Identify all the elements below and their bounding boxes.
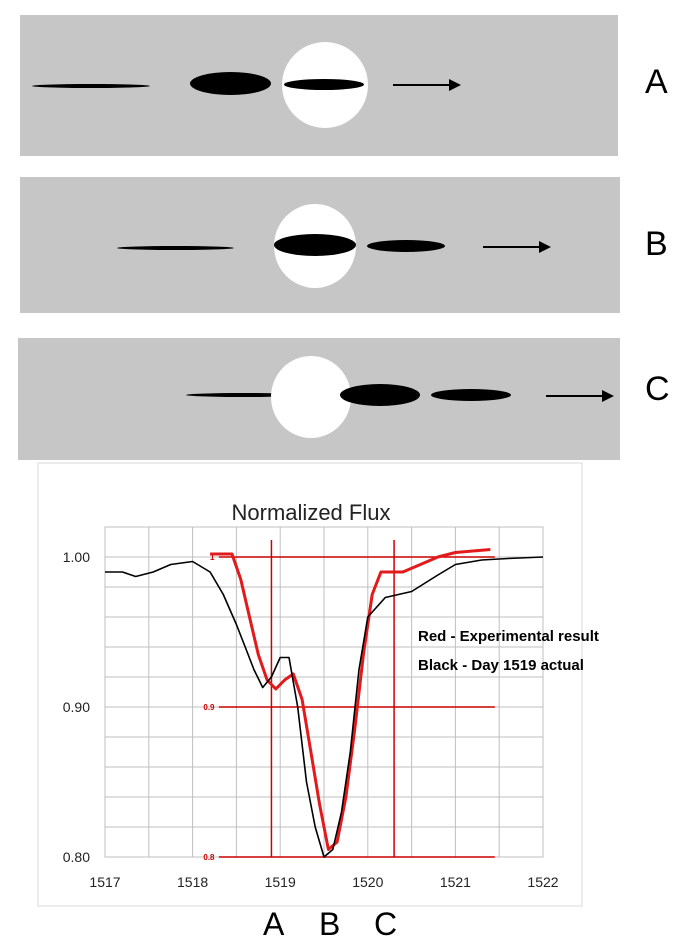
occulting-ellipse xyxy=(284,79,364,90)
white-disc xyxy=(271,356,351,438)
inner-tick-label: 0.8 xyxy=(203,853,215,862)
panel-c xyxy=(18,338,620,460)
legend-actual: Black - Day 1519 actual xyxy=(418,657,584,674)
inner-tick-label: 1 xyxy=(210,553,215,562)
y-tick-label: 1.00 xyxy=(63,549,90,565)
small-ellipse xyxy=(431,389,511,401)
series-lines xyxy=(105,548,544,858)
series-line-actual xyxy=(105,556,544,858)
y-tick-label: 0.90 xyxy=(63,699,90,715)
x-tick-label: 1517 xyxy=(89,874,120,890)
thin-ellipse xyxy=(117,246,234,250)
panel-a xyxy=(20,15,618,156)
arrow-right-icon xyxy=(546,390,614,402)
thin-ellipse xyxy=(32,84,150,88)
bottom-label-c: C xyxy=(374,906,398,942)
panel-label-c: C xyxy=(645,370,670,408)
arrow-right-icon xyxy=(393,79,461,91)
marker-lines xyxy=(218,540,495,858)
inner-tick-label: 0.9 xyxy=(203,703,215,712)
thin-ellipse xyxy=(186,393,301,397)
panel-b xyxy=(20,177,620,313)
bottom-label-a: A xyxy=(263,906,285,942)
x-tick-label: 1518 xyxy=(177,874,208,890)
y-tick-label: 0.80 xyxy=(63,849,90,865)
x-tick-label: 1521 xyxy=(440,874,471,890)
dark-ellipse xyxy=(274,234,356,256)
inner-tick-labels: 0.8 0.9 1 xyxy=(203,553,215,862)
panel-label-b: B xyxy=(645,225,668,263)
chart-frame xyxy=(37,462,583,907)
bottom-label-b: B xyxy=(319,906,341,942)
small-ellipse xyxy=(367,240,445,252)
dark-ellipse xyxy=(190,72,271,95)
x-tick-label: 1519 xyxy=(265,874,296,890)
dark-ellipse xyxy=(340,384,420,406)
panel-label-a: A xyxy=(645,63,668,101)
x-tick-label: 1522 xyxy=(527,874,558,890)
arrow-right-icon xyxy=(483,241,551,253)
legend-experimental: Red - Experimental result xyxy=(418,628,599,645)
x-tick-label: 1520 xyxy=(352,874,383,890)
chart-title: Normalized Flux xyxy=(232,500,391,525)
series-line-experimental xyxy=(210,548,491,851)
axis-tick-labels: 1517 1518 1519 1520 1521 1522 0.80 0.90 1.00 xyxy=(63,549,559,890)
